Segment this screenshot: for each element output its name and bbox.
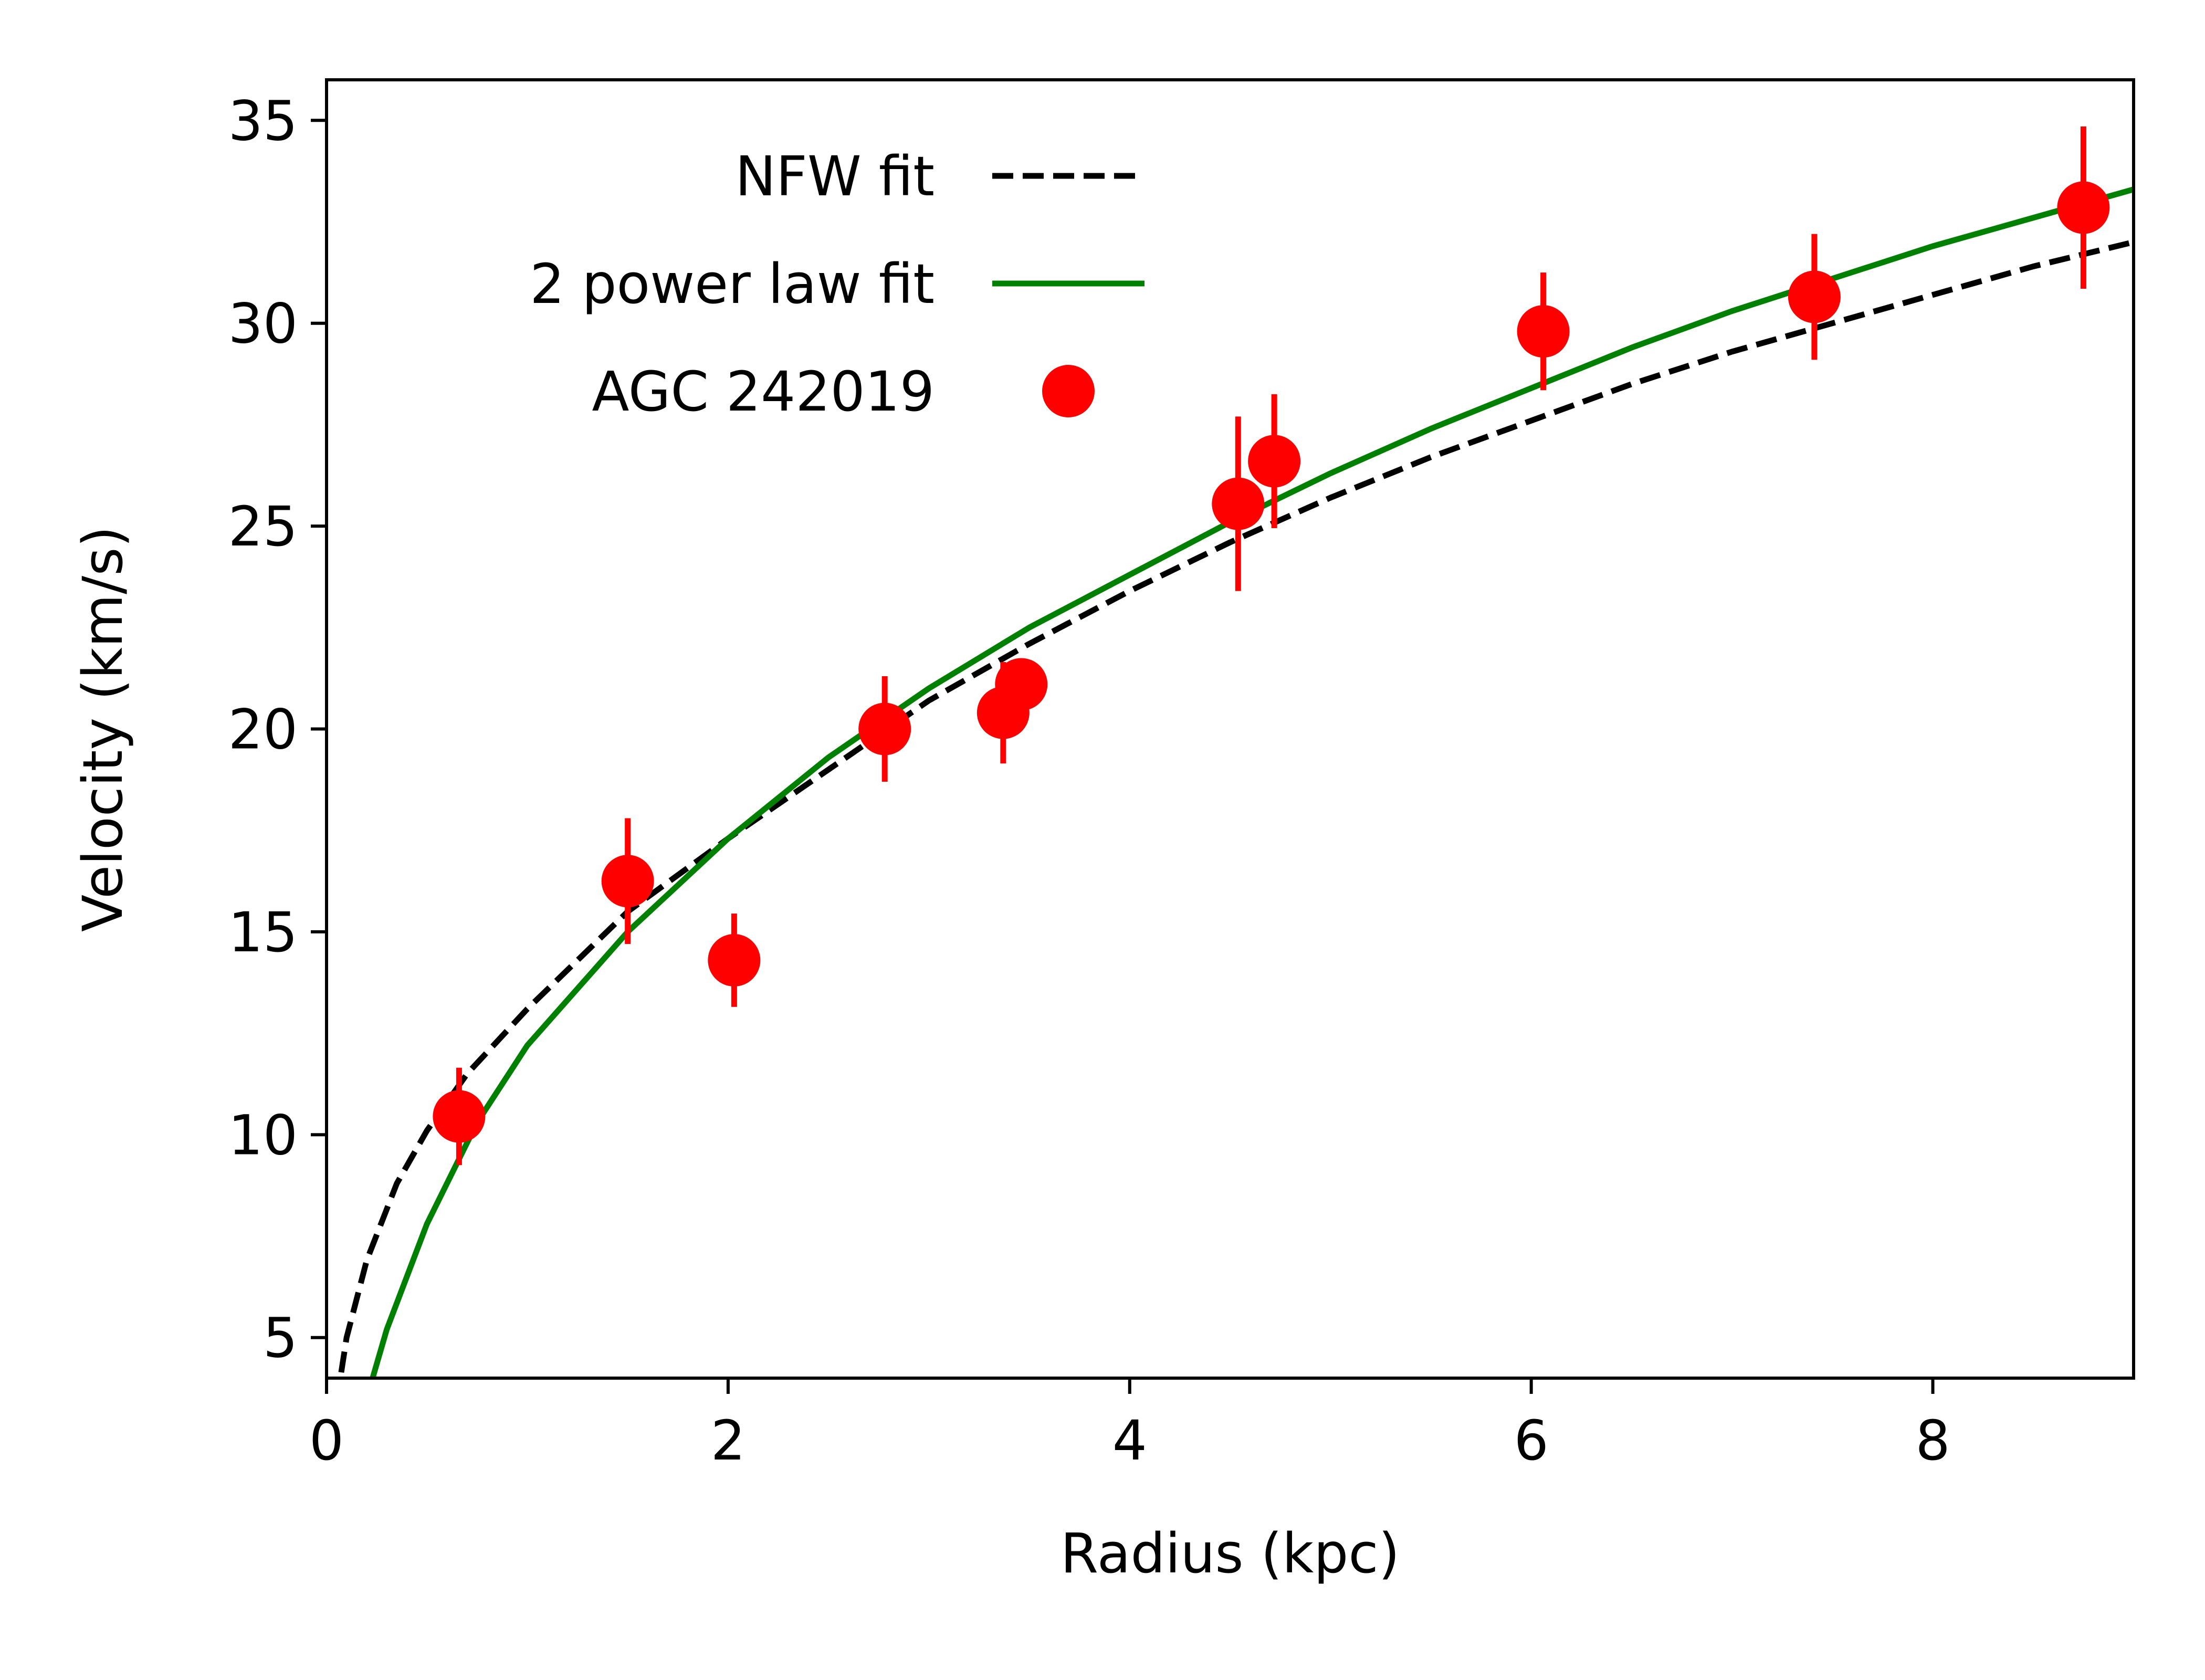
y-tick-label: 30	[228, 292, 298, 356]
legend-label: NFW fit	[735, 144, 934, 208]
x-tick-label: 6	[1514, 1409, 1549, 1473]
legend-handle-marker	[1042, 365, 1095, 417]
axes: 0 2 4 6 8 5 10 15 20 25 30 35 Radius (kpc) Velocity (…	[71, 78, 2135, 1586]
legend-label: 2 power law fit	[530, 252, 934, 316]
data-point	[1212, 477, 1265, 530]
data-point	[1248, 435, 1301, 488]
y-axis-label: Velocity (km/s)	[71, 526, 135, 932]
y-tick-label: 15	[228, 900, 298, 964]
x-tick-label: 4	[1112, 1409, 1147, 1473]
legend-label: AGC 242019	[592, 360, 934, 424]
data-point	[1517, 305, 1570, 358]
data-point	[995, 658, 1048, 711]
data-point	[2057, 181, 2110, 234]
series-line-nfw-fit	[337, 239, 2134, 1378]
legend: NFW fit 2 power law fit AGC 242019	[530, 144, 1144, 424]
y-tick-label: 5	[263, 1306, 298, 1370]
data-point	[1788, 270, 1841, 323]
x-axis-label: Radius (kpc)	[1060, 1521, 1400, 1586]
data-point	[858, 702, 911, 755]
y-tick-label: 10	[228, 1103, 298, 1167]
data-point	[433, 1090, 486, 1143]
x-tick-label: 8	[1915, 1409, 1950, 1473]
series-layer	[337, 126, 2134, 1378]
y-tick-label: 20	[228, 698, 298, 762]
data-point	[708, 934, 761, 987]
data-point	[601, 855, 654, 908]
x-tick-label: 2	[711, 1409, 746, 1473]
y-tick-label: 25	[228, 495, 298, 559]
x-tick-label: 0	[309, 1409, 344, 1473]
y-tick-label: 35	[228, 89, 298, 153]
